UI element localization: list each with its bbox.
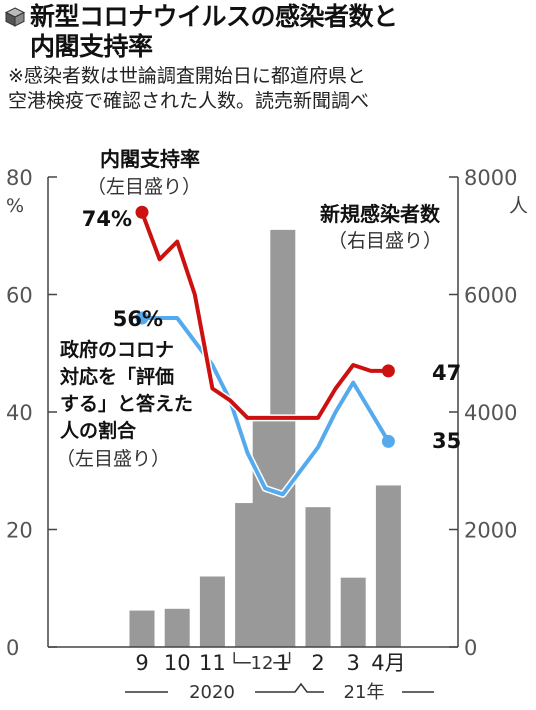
response-series-label-line1: 政府のコロナ (60, 338, 174, 361)
response-series-label-line4: 人の割合 (60, 419, 137, 442)
x-tick-label-5: 2 (311, 651, 324, 675)
right-tick-label-2: 4000 (464, 401, 517, 425)
x-tick-label-7: 4月 (371, 651, 405, 675)
x-tick-label-6: 3 (347, 651, 360, 675)
year-label-21: 21年 (344, 682, 385, 703)
response-series-label-line2: 対応を「評価 (59, 365, 174, 388)
right-tick-label-4: 8000 (464, 166, 517, 190)
left-tick-label-1: 20 (6, 519, 33, 543)
x-tick-label-2: 11 (199, 651, 226, 675)
right-tick-label-3: 6000 (464, 284, 517, 308)
year-label-2020: 2020 (189, 682, 235, 703)
approval-end-point (381, 364, 395, 378)
left-tick-label-4: 80 (6, 166, 33, 190)
left-tick-label-3: 60 (6, 284, 33, 308)
response-series-label-line3: する」と答えた (60, 392, 193, 415)
response-line (142, 316, 391, 497)
approval-line (140, 211, 389, 420)
approval-series-sub: （左目盛り） (87, 176, 201, 198)
bar-2 (199, 576, 225, 647)
bars-series-label: 新規感染者数 (320, 202, 441, 226)
labels-layer: 内閣支持率 （左目盛り） 74% 47 新規感染者数 （右目盛り） 56% 35… (6, 147, 528, 703)
response-end-label: 35 (432, 429, 461, 453)
chart-note: ※感染者数は世論調査開始日に都道府県と 空港検疫で確認された人数。読売新聞調べ (8, 64, 528, 114)
lines-layer (135, 205, 395, 498)
x-tick-label-0: 9 (135, 651, 148, 675)
chart-title-line1: 新型コロナウイルスの感染者数と (30, 2, 398, 31)
cube-icon (4, 7, 26, 27)
bar-7 (340, 577, 366, 647)
period-bracket-nov-dec: └─12─┘ (229, 652, 295, 674)
x-tick-label-1: 10 (164, 651, 191, 675)
bar-5 (270, 229, 296, 647)
chart-header: 新型コロナウイルスの感染者数と 内閣支持率 (4, 2, 532, 62)
right-tick-label-1: 2000 (464, 519, 517, 543)
left-tick-label-2: 40 (6, 401, 33, 425)
note-line2: 空港検疫で確認された人数。読売新聞調べ (8, 90, 370, 112)
bar-6 (305, 507, 331, 647)
left-axis-unit: % (6, 195, 24, 217)
approval-end-label: 47 (432, 361, 461, 385)
approval-start-point (135, 205, 149, 219)
bar-1 (164, 608, 190, 647)
right-axis-unit: 人 (509, 195, 528, 217)
chart-title-line2: 内閣支持率 (30, 32, 153, 61)
response-series-sub: （左目盛り） (56, 448, 170, 470)
response-start-point (135, 311, 149, 325)
left-tick-label-0: 0 (6, 636, 19, 660)
bar-0 (129, 610, 155, 647)
bars-series-sub: （右目盛り） (328, 230, 442, 252)
response-end-point (381, 434, 395, 448)
bars-layer (129, 229, 401, 647)
note-line1: ※感染者数は世論調査開始日に都道府県と (8, 65, 366, 87)
response-start-label: 56% (113, 307, 163, 331)
approval-series-label: 内閣支持率 (100, 147, 200, 171)
bar-8 (375, 485, 401, 647)
approval-start-label: 74% (82, 207, 132, 231)
right-tick-label-0: 0 (464, 636, 477, 660)
year-divider (255, 682, 324, 693)
x-tick-label-4: 1 (276, 651, 289, 675)
